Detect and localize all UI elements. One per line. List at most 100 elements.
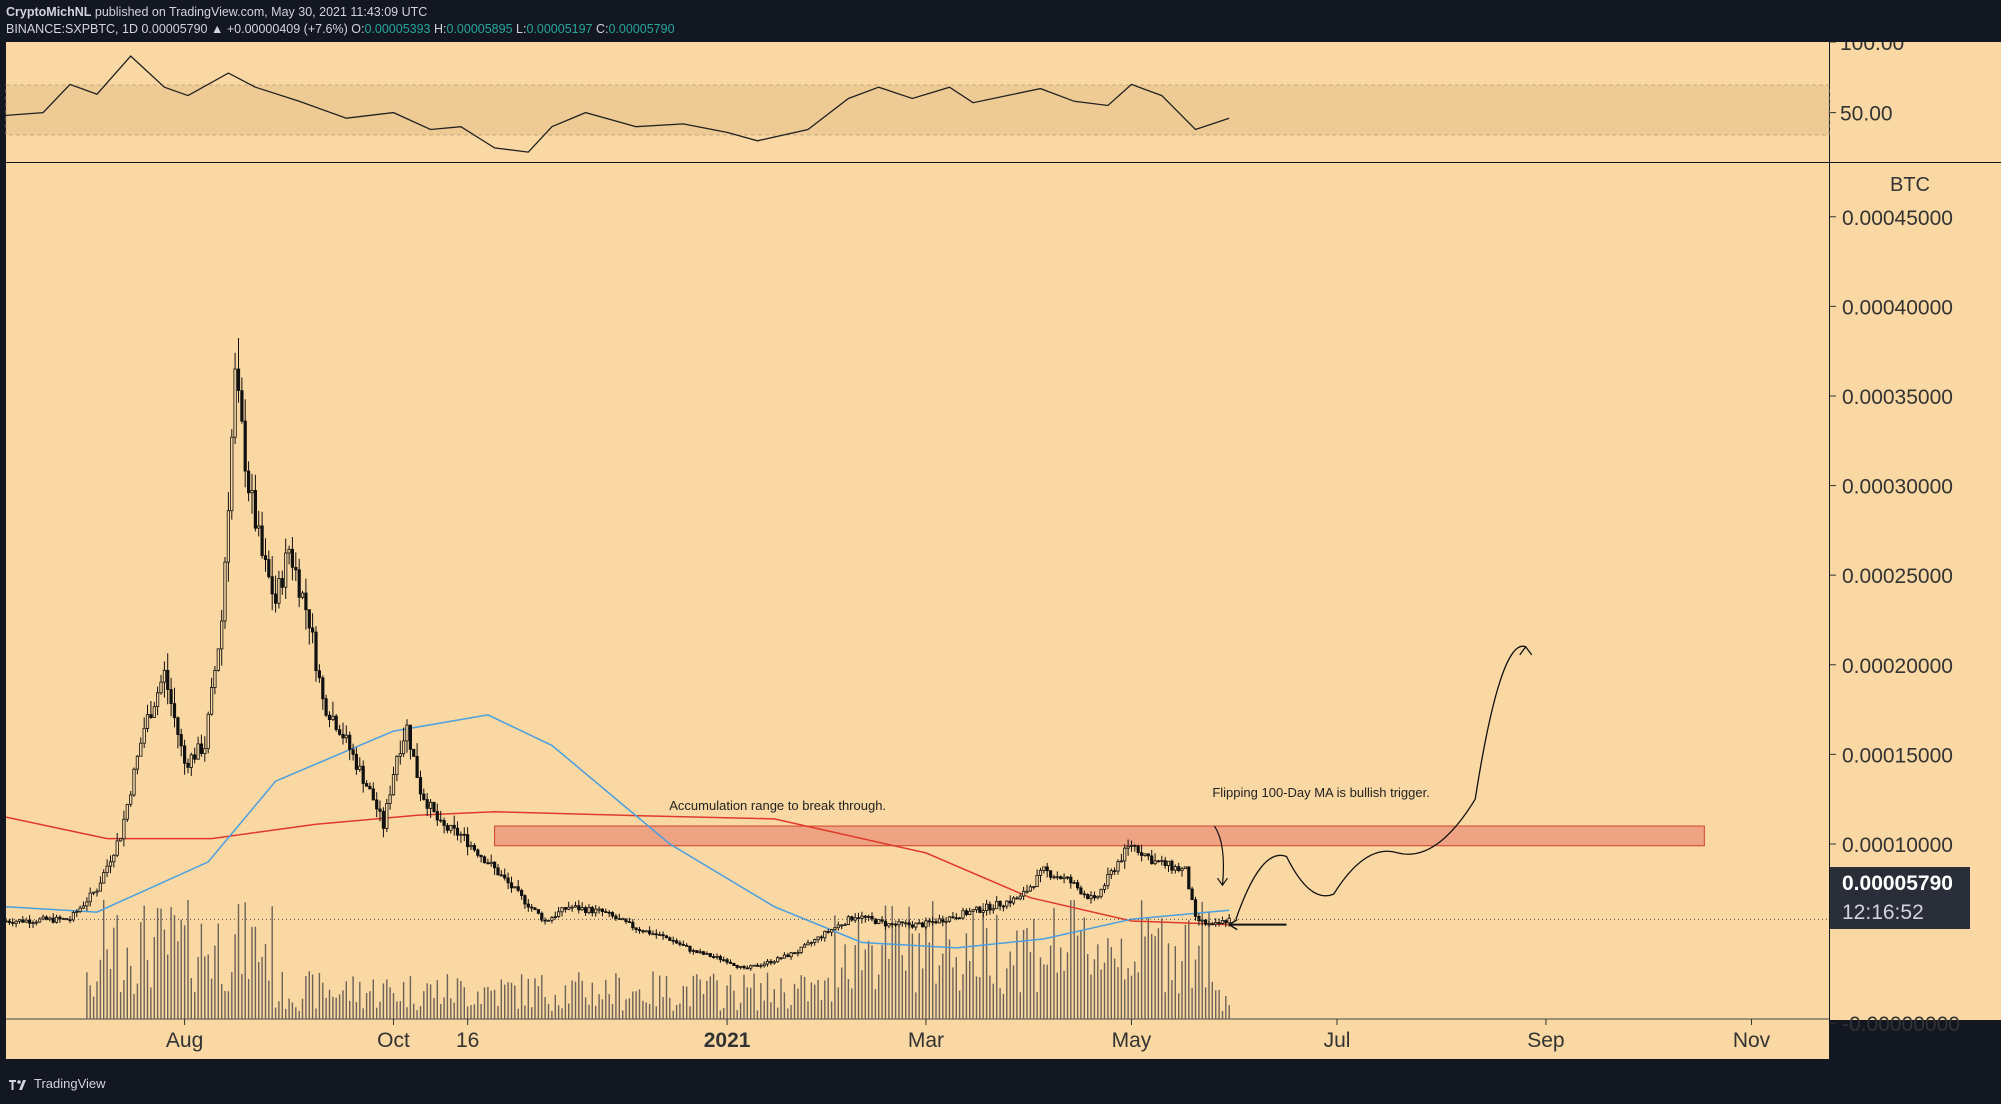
candle-body bbox=[624, 918, 628, 922]
candle-body bbox=[961, 910, 965, 919]
candle-body bbox=[513, 886, 517, 889]
candle-body bbox=[526, 903, 530, 908]
candle-body bbox=[550, 917, 554, 921]
candle-body bbox=[914, 922, 918, 928]
candle-body bbox=[533, 907, 537, 910]
candle-body bbox=[257, 525, 261, 529]
candle-body bbox=[179, 734, 183, 747]
candle-body bbox=[981, 910, 985, 913]
candle-body bbox=[476, 849, 480, 856]
candle-body bbox=[112, 854, 116, 863]
candle-body bbox=[1005, 900, 1009, 907]
candle-body bbox=[1096, 895, 1100, 899]
price-chart[interactable]: 50.00 100.00 -0.00000000 0.00010000 0.00015… bbox=[0, 42, 2001, 1066]
candle-body bbox=[425, 799, 429, 809]
candle-body bbox=[887, 923, 891, 927]
candle-body bbox=[21, 919, 25, 923]
candle-body bbox=[34, 921, 38, 924]
candle-body bbox=[853, 917, 857, 921]
flip-down-arrow bbox=[1213, 825, 1225, 886]
author-name[interactable]: CryptoMichNL bbox=[6, 5, 92, 19]
candle-body bbox=[806, 942, 810, 946]
candle-body bbox=[321, 677, 325, 700]
rsi-series-line bbox=[5, 55, 1230, 153]
candle-body bbox=[375, 799, 379, 810]
candle-body bbox=[1170, 860, 1174, 871]
candle-body bbox=[907, 922, 911, 926]
candle-body bbox=[725, 959, 729, 963]
candle-body bbox=[439, 819, 443, 822]
price-tick-label: 0.00015000 bbox=[1842, 744, 1953, 767]
candle-body bbox=[735, 965, 739, 968]
candle-body bbox=[570, 906, 574, 909]
trigger-annotation[interactable]: Flipping 100-Day MA is bullish trigger. bbox=[1212, 785, 1430, 800]
candle-body bbox=[92, 891, 96, 894]
candle-body bbox=[675, 940, 679, 944]
candle-body bbox=[442, 820, 446, 826]
candle-body bbox=[1200, 919, 1204, 922]
candle-body bbox=[910, 924, 915, 928]
candle-body bbox=[354, 753, 359, 770]
candle-body bbox=[486, 862, 490, 865]
candle-body bbox=[789, 952, 793, 958]
main-pane bbox=[6, 163, 1829, 1059]
candle-body bbox=[917, 922, 921, 925]
candle-body bbox=[813, 939, 817, 943]
candle-body bbox=[557, 911, 561, 918]
high-value: 0.00005895 bbox=[446, 22, 513, 36]
candle-body bbox=[590, 907, 594, 914]
candle-body bbox=[341, 734, 345, 739]
candle-body bbox=[159, 681, 163, 694]
candle-body bbox=[796, 952, 800, 955]
candle-body bbox=[668, 937, 672, 941]
candle-body bbox=[988, 903, 992, 911]
candle-body bbox=[300, 592, 305, 598]
low-value: 0.00005197 bbox=[526, 22, 593, 36]
candle-body bbox=[418, 777, 423, 795]
candle-body bbox=[337, 729, 342, 735]
candle-body bbox=[614, 915, 618, 919]
candle-body bbox=[1001, 905, 1006, 908]
candle-body bbox=[870, 916, 874, 920]
candle-body bbox=[1214, 922, 1218, 925]
footer-brand[interactable]: TradingView bbox=[34, 1076, 106, 1091]
candle-body bbox=[998, 901, 1002, 907]
open-value: 0.00005393 bbox=[364, 22, 431, 36]
tradingview-logo-icon[interactable] bbox=[8, 1077, 30, 1091]
candle-body bbox=[971, 909, 975, 912]
candle-body bbox=[951, 916, 955, 919]
candle-body bbox=[718, 956, 723, 961]
candle-body bbox=[1187, 866, 1191, 890]
time-tick-label: Aug bbox=[166, 1029, 203, 1052]
candle-body bbox=[1197, 916, 1201, 922]
candle-body bbox=[587, 907, 591, 914]
high-label: H: bbox=[434, 22, 447, 36]
time-tick-label: 16 bbox=[456, 1029, 479, 1052]
blue-moving-average-line bbox=[5, 714, 1230, 949]
candle-body bbox=[122, 818, 126, 840]
symbol-label[interactable]: BINANCE:SXPBTC, 1D bbox=[6, 22, 138, 36]
price-pointer-arrowhead bbox=[1227, 918, 1238, 931]
candle-body bbox=[479, 855, 483, 858]
candle-body bbox=[1163, 860, 1167, 866]
candle-body bbox=[553, 916, 557, 918]
candle-body bbox=[944, 920, 948, 923]
candle-body bbox=[782, 954, 787, 959]
candle-body bbox=[927, 920, 931, 923]
candle-body bbox=[661, 934, 665, 937]
candle-body bbox=[7, 920, 11, 923]
candle-body bbox=[974, 906, 979, 911]
candle-body bbox=[125, 804, 129, 820]
candle-body bbox=[600, 908, 605, 912]
candle-body bbox=[253, 489, 257, 529]
candle-body bbox=[691, 950, 696, 952]
candle-body bbox=[381, 810, 386, 829]
candle-body bbox=[644, 930, 648, 933]
range-annotation[interactable]: Accumulation range to break through. bbox=[669, 798, 886, 813]
candle-body bbox=[17, 919, 22, 922]
candle-body bbox=[1177, 866, 1181, 871]
price-ticks: -0.00000000 0.00010000 0.00015000 0.0002000… bbox=[1830, 207, 1960, 1036]
candle-body bbox=[75, 911, 79, 913]
candle-body bbox=[1183, 866, 1187, 870]
time-tick-label: May bbox=[1112, 1029, 1152, 1052]
